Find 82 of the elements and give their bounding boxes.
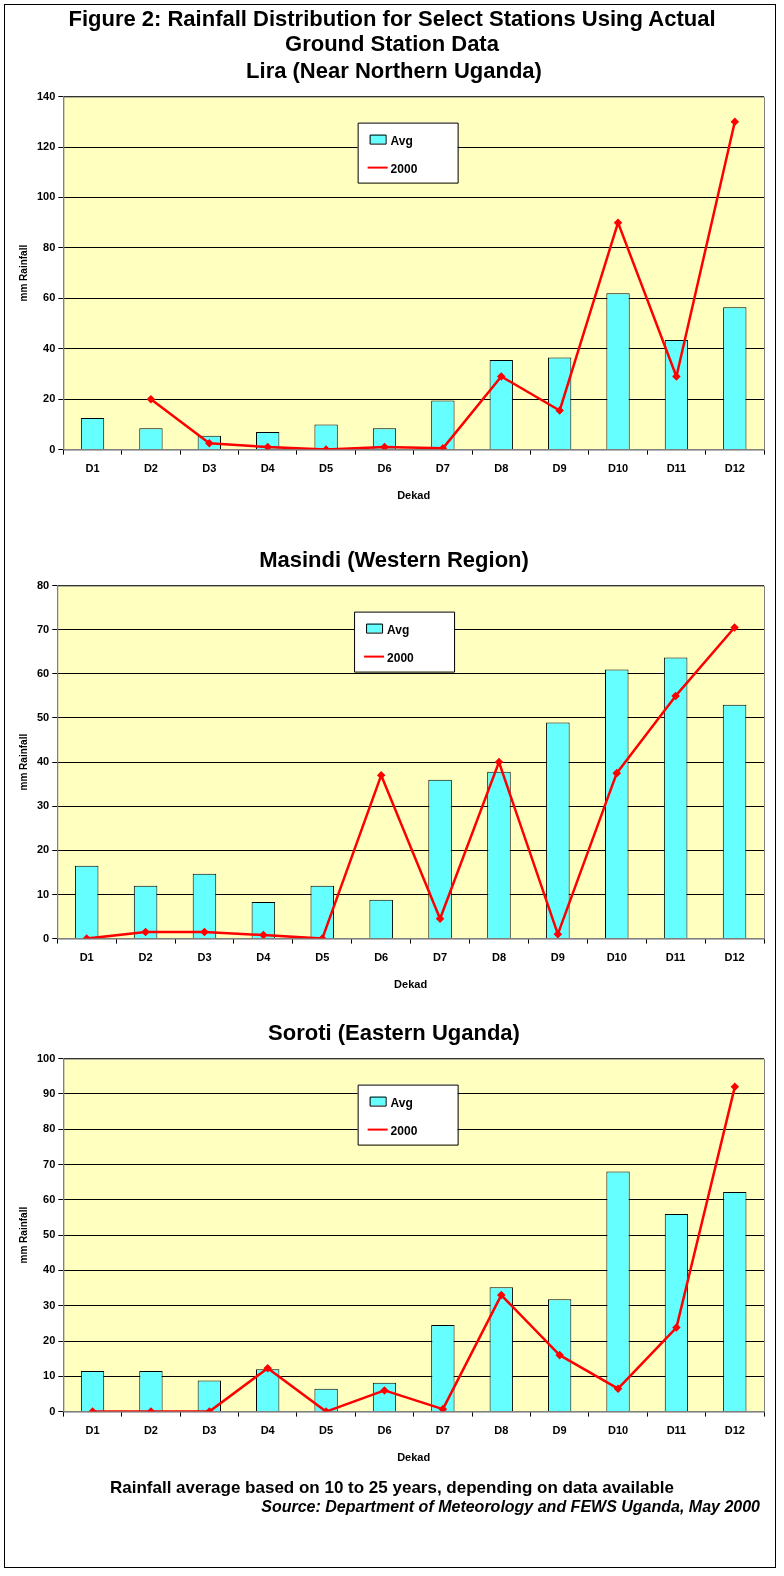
x-tick-label: D3 (202, 1424, 217, 1437)
y-tick-label: 20 (43, 392, 56, 405)
x-tick-label: D7 (433, 951, 448, 964)
source-note: Source: Department of Meteorology and FEWS Uganda, May 2000 (260, 1497, 760, 1516)
y-axis-title: mm Rainfall (17, 1206, 29, 1264)
x-axis-title: Dekad (397, 489, 431, 502)
x-tick-label: D9 (552, 1424, 567, 1437)
y-tick-label: 80 (43, 1122, 56, 1135)
legend-label: 2000 (387, 650, 415, 665)
x-tick-label: D4 (256, 951, 272, 964)
x-axis-title: Dekad (394, 978, 428, 991)
x-tick-label: D3 (197, 951, 212, 964)
x-tick-label: D6 (374, 951, 389, 964)
y-tick-label: 60 (43, 1192, 56, 1205)
x-tick-label: D10 (606, 951, 627, 964)
y-tick-label: 80 (36, 578, 50, 591)
x-tick-label: D9 (550, 951, 565, 964)
x-tick-label: D2 (143, 462, 158, 475)
y-tick-label: 60 (36, 666, 50, 679)
y-tick-label: 50 (43, 1228, 56, 1241)
x-tick-label: D8 (494, 1424, 509, 1437)
chart-title: Soroti (Eastern Uganda) (267, 1020, 521, 1045)
y-tick-label: 10 (36, 887, 50, 900)
x-tick-label: D9 (552, 462, 567, 475)
x-tick-label: D8 (494, 462, 509, 475)
y-tick-label: 30 (43, 1298, 56, 1311)
chart-title: Masindi (Western Region) (258, 547, 530, 572)
x-tick-label: D11 (665, 951, 686, 964)
y-tick-label: 20 (43, 1334, 56, 1347)
x-tick-label: D7 (435, 462, 450, 475)
y-tick-label: 30 (36, 799, 50, 812)
y-axis-title: mm Rainfall (17, 733, 29, 791)
x-axis-title: Dekad (397, 1451, 431, 1464)
x-tick-label: D8 (491, 951, 506, 964)
x-tick-label: D4 (260, 1424, 276, 1437)
y-tick-label: 0 (43, 931, 50, 944)
y-tick-label: 40 (43, 1263, 56, 1276)
y-tick-label: 70 (43, 1157, 56, 1170)
y-tick-label: 70 (36, 622, 50, 635)
y-tick-label: 0 (49, 442, 56, 455)
x-tick-label: D1 (79, 951, 94, 964)
y-tick-label: 90 (43, 1086, 56, 1099)
x-tick-label: D11 (666, 1424, 687, 1437)
y-tick-label: 100 (36, 190, 56, 203)
legend-label: Avg (390, 1095, 413, 1110)
x-tick-label: D5 (319, 462, 334, 475)
x-tick-label: D12 (724, 1424, 745, 1437)
y-tick-label: 40 (43, 341, 56, 354)
legend-label: Avg (390, 133, 413, 148)
x-tick-label: D7 (435, 1424, 450, 1437)
text: Rainfall average based on 10 to 25 years, depending on data available (108, 1478, 675, 1497)
x-tick-label: D6 (377, 1424, 392, 1437)
x-tick-label: D10 (607, 1424, 629, 1437)
x-tick-label: D2 (143, 1424, 158, 1437)
x-tick-label: D12 (724, 462, 745, 475)
y-tick-label: 60 (43, 291, 56, 304)
legend-label: 2000 (390, 161, 418, 176)
x-tick-label: D1 (85, 1424, 100, 1437)
y-tick-label: 120 (36, 140, 56, 153)
x-tick-label: D3 (202, 462, 217, 475)
x-tick-label: D11 (666, 462, 687, 475)
y-tick-label: 40 (36, 755, 50, 768)
x-tick-label: D1 (85, 462, 100, 475)
chart-title: Figure 2: Rainfall Distribution for Select Stations Using Actual Ground Station Data (67, 6, 717, 56)
legend-label: 2000 (390, 1123, 418, 1138)
y-tick-label: 80 (43, 240, 56, 253)
y-axis-title: mm Rainfall (17, 244, 29, 302)
y-tick-label: 50 (36, 711, 50, 724)
y-tick-label: 100 (36, 1051, 56, 1064)
x-tick-label: D4 (260, 462, 276, 475)
y-tick-label: 20 (36, 843, 50, 856)
x-tick-label: D6 (377, 462, 392, 475)
y-tick-label: 10 (43, 1369, 56, 1382)
y-tick-label: 140 (36, 89, 56, 102)
x-tick-label: D5 (319, 1424, 334, 1437)
x-tick-label: D12 (724, 951, 745, 964)
y-tick-label: 0 (49, 1404, 56, 1417)
legend-label: Avg (387, 622, 410, 637)
chart-subtitle: Lira (Near Northern Uganda) (245, 58, 543, 83)
x-tick-label: D10 (607, 462, 629, 475)
x-tick-label: D2 (138, 951, 153, 964)
x-tick-label: D5 (315, 951, 330, 964)
